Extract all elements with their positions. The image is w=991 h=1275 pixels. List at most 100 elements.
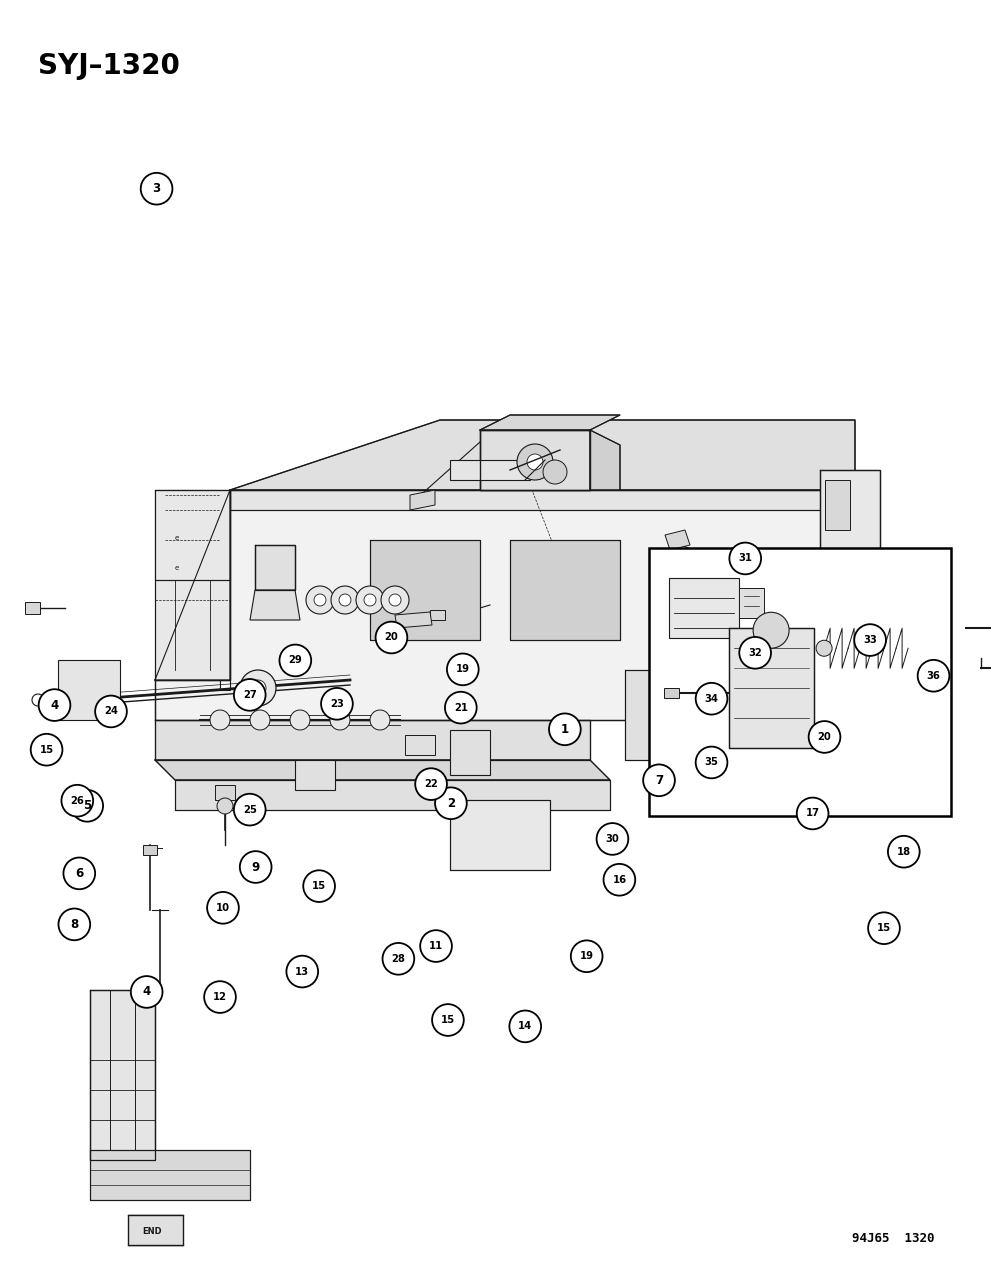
Circle shape [696,747,727,778]
Circle shape [61,785,93,816]
Text: 31: 31 [738,553,752,564]
Circle shape [597,824,628,854]
Polygon shape [480,430,590,490]
Circle shape [234,680,266,710]
Bar [649,548,951,816]
Text: 5: 5 [83,799,91,812]
Text: 2: 2 [447,797,455,810]
Circle shape [58,909,90,940]
Text: 27: 27 [243,690,257,700]
Polygon shape [175,780,610,810]
Text: END: END [142,1228,162,1237]
Polygon shape [155,720,590,760]
Polygon shape [820,470,880,720]
Text: 6: 6 [75,867,83,880]
Circle shape [131,977,163,1007]
Circle shape [314,594,326,606]
Text: 30: 30 [606,834,619,844]
Polygon shape [430,609,445,620]
Text: 15: 15 [40,745,54,755]
Circle shape [652,722,668,738]
Text: 25: 25 [243,805,257,815]
Circle shape [95,696,127,727]
Text: 23: 23 [330,699,344,709]
Circle shape [303,871,335,901]
Circle shape [817,640,832,657]
Circle shape [376,622,407,653]
Polygon shape [395,612,432,629]
Polygon shape [450,731,490,775]
Text: 94J65  1320: 94J65 1320 [852,1232,935,1244]
Circle shape [290,710,310,731]
Polygon shape [295,760,335,790]
Polygon shape [90,989,155,1160]
Circle shape [918,660,949,691]
Text: 28: 28 [391,954,405,964]
Polygon shape [370,541,480,640]
Circle shape [571,941,603,972]
Polygon shape [410,490,435,510]
Text: 21: 21 [454,703,468,713]
Circle shape [854,625,886,655]
Text: 14: 14 [518,1021,532,1031]
Text: SYJ–1320: SYJ–1320 [38,52,180,80]
Polygon shape [155,490,230,680]
Polygon shape [230,419,855,490]
Text: 19: 19 [456,664,470,674]
Circle shape [753,612,789,648]
Polygon shape [669,579,739,639]
Circle shape [207,892,239,923]
Polygon shape [215,785,235,799]
Polygon shape [90,1150,250,1200]
Circle shape [250,680,266,696]
Polygon shape [665,530,690,550]
Polygon shape [143,845,157,856]
Circle shape [509,1011,541,1042]
Circle shape [306,586,334,615]
Circle shape [888,836,920,867]
Circle shape [435,788,467,819]
Circle shape [279,645,311,676]
Bar [128,1215,183,1244]
Polygon shape [825,479,850,530]
Text: 16: 16 [612,875,626,885]
Circle shape [652,703,668,718]
Circle shape [696,683,727,714]
Polygon shape [510,541,620,640]
Polygon shape [155,490,230,680]
Text: 36: 36 [927,671,940,681]
Circle shape [527,454,543,470]
Text: 22: 22 [424,779,438,789]
Circle shape [739,638,771,668]
Polygon shape [590,430,620,490]
Circle shape [364,594,376,606]
Polygon shape [405,734,435,755]
Circle shape [63,858,95,889]
Circle shape [604,864,635,895]
Text: 20: 20 [818,732,831,742]
Circle shape [389,594,401,606]
Circle shape [447,654,479,685]
Text: 4: 4 [143,986,151,998]
Polygon shape [450,460,530,479]
Text: 29: 29 [288,655,302,666]
Text: 1: 1 [561,723,569,736]
Circle shape [32,694,44,706]
Circle shape [234,794,266,825]
Text: 15: 15 [877,923,891,933]
Text: 33: 33 [863,635,877,645]
Text: e: e [175,536,179,541]
Text: e: e [175,565,179,571]
Circle shape [445,692,477,723]
Polygon shape [155,490,855,720]
Polygon shape [155,490,230,580]
Circle shape [240,669,276,706]
Circle shape [31,734,62,765]
Text: 26: 26 [70,796,84,806]
Circle shape [217,798,233,813]
Polygon shape [664,688,679,699]
Text: 20: 20 [385,632,398,643]
Text: 15: 15 [441,1015,455,1025]
Circle shape [420,931,452,961]
Polygon shape [58,660,120,720]
